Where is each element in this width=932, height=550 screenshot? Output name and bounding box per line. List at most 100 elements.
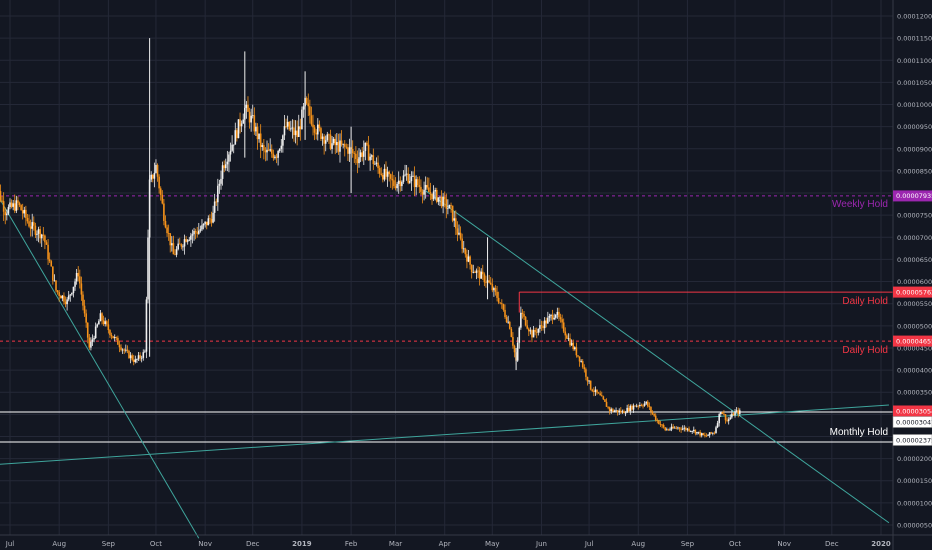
candle-body — [669, 429, 671, 431]
candle-body — [640, 404, 643, 406]
candle — [626, 404, 628, 414]
candle — [40, 233, 43, 247]
candle-body — [12, 203, 14, 207]
candle — [423, 181, 425, 201]
candle — [318, 120, 321, 132]
candle — [156, 163, 159, 182]
candle — [229, 142, 232, 162]
candle — [634, 405, 636, 407]
candle — [39, 225, 41, 244]
candle — [602, 395, 605, 401]
x-tick-label: Oct — [150, 540, 162, 548]
candle — [52, 266, 54, 285]
candle-body — [612, 409, 614, 412]
candle — [171, 236, 173, 252]
candle — [294, 120, 297, 144]
candle — [183, 234, 186, 255]
candle-body — [475, 270, 478, 273]
candle-body — [481, 271, 484, 275]
candle-body — [518, 327, 521, 343]
candle-body — [310, 115, 313, 125]
candle-body — [18, 202, 21, 206]
candle — [118, 340, 121, 353]
candle — [355, 146, 357, 165]
candle-body — [220, 178, 222, 184]
candle-body — [615, 410, 617, 412]
candle — [334, 134, 337, 155]
candle — [66, 297, 68, 311]
candle-body — [345, 146, 348, 148]
candle — [382, 172, 384, 183]
candle — [591, 388, 594, 393]
candle-body — [324, 140, 327, 144]
candle — [272, 149, 275, 161]
candle-body — [569, 338, 571, 346]
candle-body — [683, 427, 686, 429]
candle — [673, 426, 676, 429]
candle-body — [299, 126, 302, 130]
candle — [351, 140, 354, 158]
candle-body — [407, 173, 410, 183]
candle-body — [513, 345, 516, 353]
candle — [58, 289, 60, 302]
candle — [34, 222, 37, 239]
candle — [286, 115, 289, 130]
candle-body — [263, 145, 265, 151]
candle — [196, 226, 199, 238]
candle — [115, 336, 118, 341]
candle-body — [516, 342, 519, 361]
candle-body — [370, 155, 373, 157]
candle — [483, 272, 486, 287]
candle — [719, 411, 722, 417]
candle — [25, 205, 27, 226]
candle-body — [139, 355, 141, 358]
candle-body — [202, 223, 205, 226]
candle — [126, 345, 129, 354]
candle-body — [489, 282, 492, 285]
candle-body — [26, 217, 29, 222]
x-tick-label: Sep — [102, 540, 116, 548]
candle-body — [543, 320, 546, 329]
candle — [178, 237, 181, 245]
candle-body — [86, 322, 89, 338]
candle — [55, 280, 57, 293]
candle — [151, 174, 154, 183]
candle — [410, 171, 413, 191]
candle-body — [586, 376, 589, 382]
candle-body — [704, 435, 706, 436]
candle — [309, 99, 311, 124]
candle — [475, 268, 478, 280]
x-tick-label: Aug — [631, 540, 645, 548]
candle-body — [297, 126, 300, 137]
candle — [699, 429, 701, 438]
candle-body — [98, 321, 100, 325]
candle-body — [512, 336, 514, 346]
time-axis[interactable]: Jul Aug Sep Oct Nov Dec 2019 Feb Mar Apr May Jun Jul… — [5, 540, 891, 548]
candle-body — [420, 186, 422, 192]
candle — [738, 408, 741, 416]
candle-body — [464, 248, 467, 255]
candle — [659, 420, 662, 428]
candle — [575, 342, 578, 358]
candle — [105, 320, 108, 327]
candle-body — [616, 410, 619, 413]
candle-body — [93, 338, 95, 340]
candle-body — [88, 337, 91, 348]
candle-body — [594, 389, 597, 392]
candle — [261, 142, 264, 151]
candle — [735, 407, 738, 413]
candle-body — [507, 321, 509, 323]
x-tick-label: Dec — [825, 540, 839, 548]
candle — [128, 349, 130, 359]
candle — [242, 113, 245, 124]
candle-body — [391, 178, 394, 181]
candle — [131, 353, 133, 362]
candle-body — [527, 328, 530, 332]
candle — [640, 403, 643, 407]
candle — [469, 255, 471, 270]
candle-body — [559, 317, 562, 320]
